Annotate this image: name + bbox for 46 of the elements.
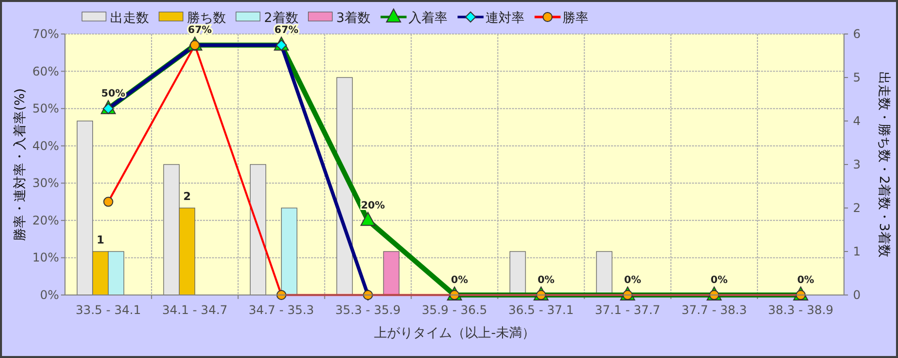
data-label: 0% bbox=[710, 275, 728, 286]
y2-tick-label: 0 bbox=[853, 288, 861, 302]
x-tick-label: 34.1 - 34.7 bbox=[162, 303, 228, 317]
y-tick-label: 0% bbox=[40, 288, 59, 302]
legend-label: 勝率 bbox=[562, 10, 589, 26]
legend-label: 2着数 bbox=[264, 10, 298, 26]
data-label: 2 bbox=[183, 190, 191, 203]
y2-axis-title: 出走数・勝ち数・2着数・3着数 bbox=[876, 72, 892, 258]
y-axis-title: 勝率・連対率・入着率(%) bbox=[12, 88, 28, 241]
y-tick-label: 70% bbox=[32, 27, 59, 41]
y2-tick-label: 5 bbox=[853, 70, 861, 84]
y-tick-label: 20% bbox=[32, 213, 59, 228]
data-label: 1 bbox=[96, 234, 104, 246]
x-tick-label: 38.3 - 38.9 bbox=[768, 303, 834, 317]
y2-tick-label: 1 bbox=[853, 244, 861, 258]
y2-tick-label: 3 bbox=[853, 158, 861, 172]
y-tick-label: 50% bbox=[32, 102, 59, 116]
x-tick-label: 33.5 - 34.1 bbox=[76, 303, 141, 317]
legend-label: 入着率 bbox=[408, 10, 448, 26]
y2-tick-label: 2 bbox=[853, 201, 861, 215]
x-tick-label: 35.9 - 36.5 bbox=[422, 303, 488, 317]
x-tick-label: 37.1 - 37.7 bbox=[594, 303, 660, 317]
legend-label: 連対率 bbox=[486, 10, 525, 26]
data-label: 67% bbox=[274, 25, 298, 36]
y2-tick-label: 6 bbox=[853, 27, 861, 41]
bar bbox=[281, 208, 298, 296]
x-tick-label: 36.5 - 37.1 bbox=[508, 303, 574, 317]
x-axis-title: 上がりタイム（以上-未満） bbox=[374, 326, 535, 341]
y-tick-label: 10% bbox=[32, 250, 59, 265]
y-tick-label: 60% bbox=[32, 64, 59, 78]
data-label: 0% bbox=[451, 275, 468, 286]
x-tick-label: 35.3 - 35.9 bbox=[335, 303, 401, 317]
data-label: 67% bbox=[188, 25, 212, 36]
y-tick-label: 30% bbox=[32, 176, 59, 190]
x-tick-label: 34.7 - 35.3 bbox=[248, 303, 314, 317]
data-label: 50% bbox=[101, 88, 126, 100]
y-tick-label: 40% bbox=[32, 138, 59, 153]
y2-tick-label: 4 bbox=[853, 114, 861, 128]
data-label: 0% bbox=[538, 275, 555, 286]
legend-label: 3着数 bbox=[336, 10, 371, 26]
x-tick-label: 37.7 - 38.3 bbox=[681, 303, 747, 317]
bar bbox=[250, 164, 266, 296]
data-label: 0% bbox=[624, 275, 642, 286]
data-label: 0% bbox=[797, 275, 814, 286]
legend-label: 勝ち数 bbox=[187, 11, 226, 26]
legend-label: 出走数 bbox=[110, 11, 149, 26]
